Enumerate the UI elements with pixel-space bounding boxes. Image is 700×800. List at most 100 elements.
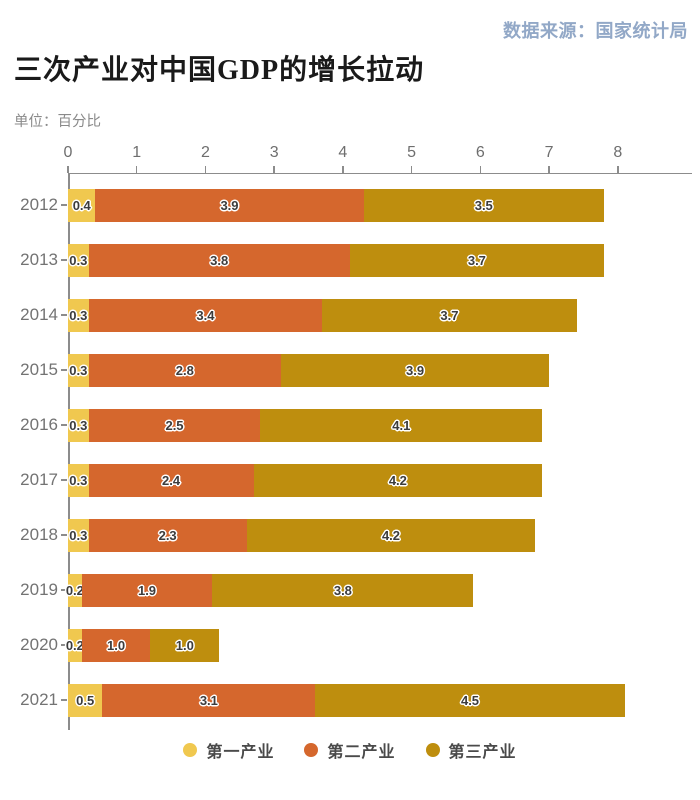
y-tick-mark: [61, 534, 67, 536]
bar-value-label: 4.2: [388, 472, 407, 488]
bar-segment: 2.3: [88, 518, 247, 552]
category-label: 2012: [20, 195, 58, 214]
bar-segment: 0.3: [68, 408, 89, 442]
legend-dot-icon: [183, 743, 198, 757]
bar-segment: 3.9: [95, 188, 364, 222]
bar-segment: 3.8: [212, 573, 474, 607]
x-tick-label: 6: [475, 144, 485, 161]
x-tick-mark: [135, 166, 138, 173]
bar-segment: 1.0: [150, 628, 220, 662]
bar-segment: 0.3: [68, 518, 89, 552]
bar-segment: 0.3: [68, 353, 89, 387]
x-tick-label: 5: [407, 144, 417, 161]
bar-segment: 3.7: [322, 298, 577, 332]
bar-value-label: 1.0: [107, 637, 126, 653]
x-tick-label: 1: [132, 144, 142, 161]
y-tick-mark: [61, 644, 67, 646]
bar-value-label: 3.7: [467, 252, 486, 268]
bar-value-label: 0.4: [72, 197, 91, 213]
x-tick-label: 0: [63, 144, 73, 161]
bar-value-label: 3.9: [406, 362, 425, 378]
category-label: 2019: [20, 580, 58, 599]
category-label: 2018: [20, 525, 58, 544]
legend-label: 第一产业: [206, 744, 275, 761]
bar-segment: 2.5: [88, 408, 261, 442]
bar-segment: 3.1: [102, 683, 316, 717]
bar-segment: 2.4: [88, 463, 254, 497]
bar-segment: 4.2: [253, 463, 543, 497]
bar-value-label: 3.1: [199, 692, 218, 708]
category-label: 2014: [20, 305, 58, 324]
bar-segment: 0.3: [68, 243, 89, 277]
bar-segment: 3.5: [363, 188, 605, 222]
bar-segment: 0.3: [68, 298, 89, 332]
bar-value-label: 3.5: [474, 197, 493, 213]
bar-segment: 4.2: [246, 518, 536, 552]
bar-value-label: 0.3: [69, 417, 88, 433]
bar-value-label: 0.5: [76, 692, 95, 708]
bar-segment: 3.9: [281, 353, 550, 387]
y-tick-mark: [61, 699, 67, 701]
x-tick-mark: [204, 166, 207, 173]
x-axis-line: [68, 172, 692, 174]
category-label: 2020: [20, 635, 58, 654]
bar-value-label: 4.1: [392, 417, 411, 433]
bar-value-label: 0.3: [69, 472, 88, 488]
bar-value-label: 1.9: [137, 582, 157, 598]
y-tick-mark: [61, 589, 67, 591]
bar-value-label: 2.4: [162, 472, 181, 488]
unit-label: 单位：百分比: [14, 114, 101, 130]
legend-dot-icon: [304, 743, 319, 757]
y-tick-mark: [61, 479, 67, 481]
x-tick-mark: [410, 166, 413, 173]
bar-segment: 2.8: [88, 353, 282, 387]
x-tick-label: 2: [200, 144, 210, 161]
bar-value-label: 3.8: [210, 252, 229, 268]
category-label: 2021: [20, 690, 58, 709]
bar-value-label: 3.7: [440, 307, 459, 323]
bar-value-label: 0.2: [65, 637, 84, 653]
x-tick-mark: [548, 166, 550, 173]
bar-value-label: 2.5: [165, 417, 184, 433]
bar-segment: 0.2: [65, 628, 84, 662]
bar-value-label: 4.5: [460, 692, 480, 708]
bar-segment: 0.4: [68, 188, 96, 222]
bar-value-label: 3.9: [220, 197, 239, 213]
x-tick-label: 3: [269, 144, 279, 161]
legend-item: 第一产业: [183, 738, 274, 762]
bar-segment: 1.9: [81, 573, 213, 607]
bar-value-label: 0.3: [69, 252, 88, 268]
legend-label: 第三产业: [448, 744, 517, 761]
y-tick-mark: [61, 314, 67, 316]
bar-value-label: 1.0: [175, 637, 194, 653]
legend-item: 第三产业: [425, 738, 517, 762]
x-tick-mark: [342, 166, 344, 173]
bar-segment: 0.5: [68, 683, 103, 717]
bar-value-label: 4.2: [381, 527, 401, 543]
bar-segment: 1.0: [81, 628, 151, 662]
x-tick-mark: [67, 166, 69, 173]
bar-value-label: 2.8: [175, 362, 194, 378]
y-tick-mark: [61, 259, 67, 261]
bar-segment: 3.7: [349, 243, 605, 277]
bar-value-label: 3.4: [196, 307, 215, 323]
bar-segment: 4.5: [315, 683, 625, 717]
x-tick-label: 7: [544, 144, 554, 161]
y-axis-line: [68, 172, 70, 730]
x-tick-mark: [617, 166, 619, 173]
x-tick-label: 8: [613, 144, 623, 161]
legend-item: 第二产业: [304, 738, 395, 762]
category-label: 2013: [20, 250, 58, 269]
category-label: 2016: [20, 415, 58, 434]
data-source-label: 数据来源：国家统计局: [503, 21, 688, 41]
y-tick-mark: [61, 424, 67, 426]
chart-title: 三次产业对中国GDP的增长拉动: [14, 55, 425, 86]
bar-segment: 0.3: [68, 463, 89, 497]
bar-value-label: 2.3: [158, 527, 177, 543]
bar-segment: 4.1: [260, 408, 543, 442]
x-tick-mark: [273, 166, 275, 173]
legend-dot-icon: [425, 743, 440, 757]
legend: 第一产业 第二产业 第三产业: [0, 738, 700, 762]
